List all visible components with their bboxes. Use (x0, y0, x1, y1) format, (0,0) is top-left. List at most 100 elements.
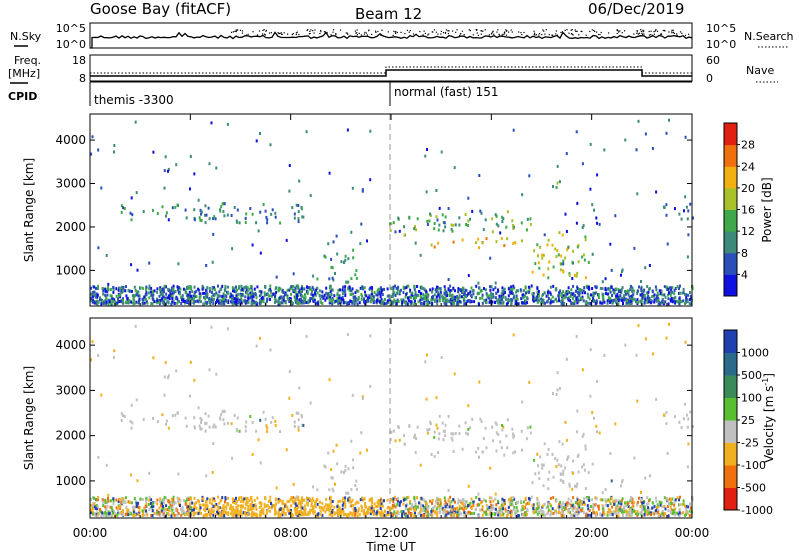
power-cell (689, 291, 691, 294)
power-cell (547, 297, 550, 300)
power-cell (621, 298, 624, 302)
power-cell (203, 302, 206, 306)
power-cell (552, 284, 555, 288)
nsearch-dot (265, 30, 267, 32)
velocity-cell (452, 498, 455, 501)
power-cell (537, 294, 540, 298)
nsearch-dot (366, 34, 368, 36)
velocity-cell (684, 504, 687, 508)
power-cell (179, 292, 181, 296)
velocity-cell (448, 511, 451, 515)
velocity-cell (637, 324, 640, 328)
power-cell (177, 262, 180, 266)
velocity-cell (511, 427, 514, 431)
power-cell (680, 217, 683, 221)
power-cell (450, 289, 453, 292)
power-cell (340, 297, 343, 301)
nsky-right-tick-bottom: 10^0 (706, 38, 736, 51)
power-cell (611, 294, 614, 297)
nsearch-dot (324, 31, 326, 33)
nsearch-dot (653, 33, 655, 35)
velocity-cell (526, 426, 529, 430)
velocity-cell (196, 511, 199, 515)
power-cell (112, 286, 115, 290)
power-cell (456, 302, 459, 306)
velocity-cell (420, 507, 422, 511)
velocity-cell (179, 498, 182, 502)
velocity-cell (277, 508, 280, 512)
power-cell (502, 300, 505, 304)
nsearch-dot (292, 33, 294, 35)
velocity-cell (179, 504, 181, 507)
nsearch-dot (459, 34, 461, 37)
velocity-cell (562, 469, 565, 473)
power-cell (298, 290, 301, 294)
velocity-cell (458, 424, 461, 428)
power-cell (536, 300, 539, 304)
velocity-cell (582, 511, 585, 515)
power-cell (312, 274, 315, 278)
power-cell (107, 288, 110, 292)
power-cell (534, 298, 537, 302)
power-cell (665, 203, 668, 207)
velocity-cell (551, 453, 554, 457)
velocity-cell (142, 513, 144, 517)
velocity-cell (249, 507, 252, 511)
power-cell (448, 289, 451, 293)
nsearch-dot (651, 34, 653, 36)
power-cell (244, 216, 247, 220)
velocity-cell (423, 514, 426, 518)
power-cell (425, 190, 428, 194)
velocity-cell (372, 510, 375, 514)
velocity-cell (685, 507, 688, 511)
power-cell (274, 211, 277, 215)
power-cell (612, 288, 615, 292)
power-cell (352, 295, 355, 299)
power-cell (236, 296, 239, 300)
velocity-cell (437, 505, 440, 509)
velocity-cell (537, 510, 540, 513)
velocity-cell (623, 510, 626, 514)
velocity-cell (413, 514, 416, 518)
velocity-cell (143, 507, 146, 511)
velocity-cell (483, 510, 486, 514)
velocity-cell (208, 501, 211, 505)
power-cell (259, 251, 262, 255)
power-cell (112, 299, 115, 303)
power-cell (115, 287, 118, 291)
velocity-cell (336, 508, 339, 512)
velocity-cell (299, 509, 302, 513)
velocity-cell (350, 511, 353, 515)
power-cell (370, 285, 373, 289)
power-cell (120, 289, 123, 293)
power-cell (388, 294, 391, 298)
power-cell (662, 205, 665, 209)
power-cell (557, 296, 560, 300)
power-cell (327, 242, 330, 246)
colorbar-tick-label: 8 (741, 247, 748, 260)
velocity-cell (193, 513, 196, 517)
velocity-cell (480, 419, 483, 423)
velocity-cell (131, 505, 134, 509)
velocity-cell (439, 498, 442, 502)
velocity-cell (489, 466, 492, 470)
velocity-cell (379, 504, 382, 508)
power-cell (599, 301, 602, 305)
power-cell (573, 302, 576, 305)
velocity-cell (136, 479, 139, 483)
nsearch-dot (472, 34, 474, 36)
power-cell (297, 220, 300, 224)
velocity-cell (330, 476, 333, 480)
velocity-cell (190, 498, 193, 502)
velocity-cell (657, 505, 660, 509)
power-cell (236, 298, 239, 302)
velocity-cell (638, 496, 640, 500)
velocity-cell (109, 499, 112, 503)
power-cell (532, 299, 535, 303)
power-cell (557, 294, 560, 298)
velocity-cell (436, 514, 439, 518)
velocity-cell (182, 511, 185, 515)
velocity-cell (385, 513, 388, 517)
velocity-cell (113, 356, 115, 360)
